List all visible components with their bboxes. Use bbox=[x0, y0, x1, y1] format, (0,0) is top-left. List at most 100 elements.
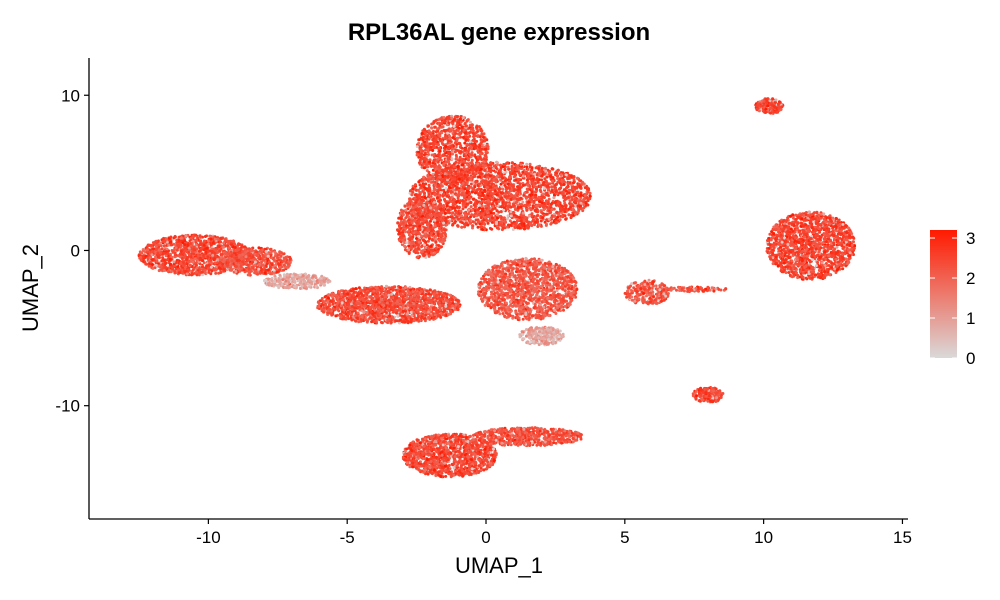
cell-point bbox=[267, 271, 271, 275]
cell-point bbox=[204, 250, 208, 254]
cell-point bbox=[326, 300, 330, 304]
cell-point bbox=[237, 242, 241, 246]
cell-point bbox=[428, 299, 432, 302]
cell-point bbox=[187, 260, 191, 264]
cell-point bbox=[465, 135, 469, 139]
cell-point bbox=[372, 299, 376, 303]
cell-point bbox=[452, 124, 456, 128]
cell-point bbox=[328, 307, 332, 311]
cell-point bbox=[266, 257, 270, 261]
cell-point bbox=[357, 292, 361, 296]
cell-point bbox=[460, 125, 464, 129]
cell-point bbox=[415, 145, 419, 149]
cell-point bbox=[458, 304, 462, 308]
cell-point bbox=[470, 153, 474, 157]
cell-point bbox=[368, 316, 372, 320]
cell-point bbox=[475, 158, 479, 162]
cell-point bbox=[422, 313, 426, 317]
cell-point bbox=[151, 266, 155, 270]
cell-point bbox=[326, 280, 330, 284]
cell-point bbox=[355, 316, 359, 320]
cell-point bbox=[470, 151, 474, 155]
cell-point bbox=[434, 294, 438, 298]
cell-point bbox=[162, 265, 166, 269]
cell-point bbox=[453, 141, 457, 145]
cell-point bbox=[218, 249, 222, 253]
points-layer bbox=[137, 97, 857, 479]
cell-point bbox=[445, 129, 449, 132]
cell-point bbox=[257, 246, 261, 250]
cell-point bbox=[379, 298, 383, 301]
cell-point bbox=[219, 236, 223, 240]
cell-point bbox=[233, 246, 237, 249]
cell-point bbox=[273, 282, 277, 286]
cell-point bbox=[192, 245, 196, 249]
cell-point bbox=[168, 252, 172, 256]
cell-point bbox=[365, 311, 369, 314]
cell-point bbox=[314, 276, 318, 280]
cell-point bbox=[157, 254, 161, 257]
cell-point bbox=[344, 317, 348, 321]
cell-point bbox=[283, 263, 286, 267]
cell-point bbox=[322, 279, 326, 283]
cell-point bbox=[434, 136, 438, 140]
cell-point bbox=[183, 249, 187, 253]
cell-point bbox=[193, 248, 197, 252]
cell-point bbox=[441, 142, 444, 146]
cell-point bbox=[460, 146, 464, 150]
cell-point bbox=[436, 153, 440, 157]
cell-point bbox=[427, 129, 431, 133]
cell-point bbox=[320, 302, 324, 306]
cell-point bbox=[247, 252, 250, 255]
cell-point bbox=[468, 134, 472, 138]
cell-point bbox=[257, 267, 261, 271]
cell-point bbox=[272, 271, 276, 275]
cell-point bbox=[168, 257, 172, 261]
cell-point bbox=[471, 138, 475, 142]
cell-point bbox=[446, 131, 450, 135]
cell-point bbox=[432, 145, 436, 149]
cell-point bbox=[438, 121, 442, 125]
cell-point bbox=[383, 290, 387, 294]
cell-point bbox=[459, 120, 463, 124]
cell-point bbox=[395, 311, 398, 315]
cell-point bbox=[468, 130, 472, 134]
cell-point bbox=[444, 298, 448, 302]
cell-point bbox=[209, 265, 213, 269]
cell-point bbox=[448, 297, 452, 301]
cell-point bbox=[282, 273, 286, 277]
cell-point bbox=[373, 308, 377, 312]
cell-point bbox=[442, 162, 446, 166]
cell-point bbox=[399, 292, 403, 296]
cell-point bbox=[442, 116, 446, 119]
cell-point bbox=[320, 307, 324, 311]
cell-point bbox=[149, 260, 153, 264]
cell-point bbox=[431, 138, 435, 142]
cell-point bbox=[297, 276, 301, 280]
cell-point bbox=[285, 265, 289, 269]
cell-point bbox=[479, 127, 483, 131]
cell-point bbox=[184, 269, 188, 273]
cell-point bbox=[380, 295, 384, 299]
cell-point bbox=[405, 312, 409, 316]
cell-point bbox=[417, 319, 421, 323]
cell-point bbox=[199, 239, 203, 243]
cell-point bbox=[480, 158, 484, 162]
cell-point bbox=[316, 281, 320, 285]
cell-point bbox=[380, 285, 384, 289]
cell-point bbox=[314, 284, 318, 288]
cell-point bbox=[342, 315, 346, 319]
cell-point bbox=[253, 268, 257, 272]
cell-point bbox=[213, 257, 216, 261]
cell-point bbox=[166, 269, 170, 273]
cell-point bbox=[447, 312, 451, 316]
cell-point bbox=[202, 261, 206, 265]
cell-point bbox=[448, 134, 451, 138]
cell-point bbox=[378, 300, 382, 304]
cell-point bbox=[160, 247, 164, 251]
cell-point bbox=[250, 249, 253, 253]
cell-point bbox=[175, 238, 179, 242]
cell-point bbox=[423, 319, 427, 323]
cell-point bbox=[209, 243, 213, 247]
cell-point bbox=[219, 255, 223, 259]
